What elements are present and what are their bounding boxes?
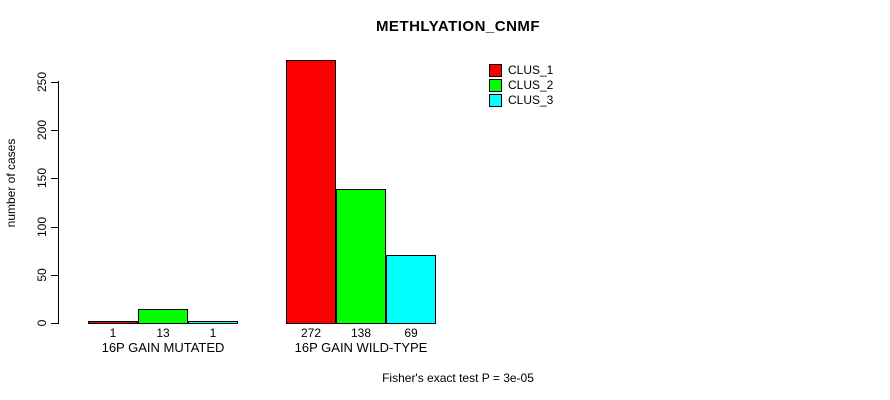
bar-value-label: 138	[350, 326, 372, 340]
legend-row: CLUS_2	[489, 79, 553, 92]
y-axis-tick	[51, 275, 58, 276]
legend-swatch-clus_1	[489, 64, 502, 77]
legend: CLUS_1 CLUS_2 CLUS_3	[489, 64, 553, 107]
bar-value-label: 1	[109, 326, 117, 340]
bar-clus_2	[138, 309, 188, 324]
y-axis-tick-label: 150	[35, 167, 49, 189]
legend-swatch-clus_3	[489, 94, 502, 107]
y-axis-tick	[51, 323, 58, 324]
bar-value-label: 272	[300, 326, 322, 340]
y-axis-tick	[51, 178, 58, 179]
chart-title: METHLYATION_CNMF	[375, 18, 541, 35]
legend-swatch-clus_2	[489, 79, 502, 92]
legend-label: CLUS_2	[508, 78, 554, 92]
legend-row: CLUS_3	[489, 94, 553, 107]
legend-label: CLUS_1	[508, 63, 554, 77]
legend-label: CLUS_3	[508, 93, 554, 107]
bar-clus_1	[88, 321, 138, 324]
y-axis-tick-label: 100	[35, 216, 49, 238]
y-axis-tick	[51, 82, 58, 83]
bar-clus_3	[188, 321, 238, 324]
y-axis-tick-label: 250	[35, 71, 49, 93]
category-label: 16P GAIN MUTATED	[101, 340, 225, 355]
y-axis-tick-label: 0	[35, 319, 49, 327]
y-axis-tick	[51, 227, 58, 228]
bar-clus_2	[336, 189, 386, 324]
y-axis-line	[58, 81, 59, 324]
annotation-text: Fisher's exact test P = 3e-05	[382, 371, 534, 385]
bar-value-label: 69	[404, 326, 418, 340]
bar-value-label: 1	[209, 326, 217, 340]
y-axis-tick-label: 50	[35, 268, 49, 282]
category-label: 16P GAIN WILD-TYPE	[294, 340, 428, 355]
y-axis-tick	[51, 130, 58, 131]
bar-clus_3	[386, 255, 436, 324]
y-axis-tick-label: 200	[35, 119, 49, 141]
bar-clus_1	[286, 60, 336, 324]
bar-value-label: 13	[156, 326, 170, 340]
legend-row: CLUS_1	[489, 64, 553, 77]
